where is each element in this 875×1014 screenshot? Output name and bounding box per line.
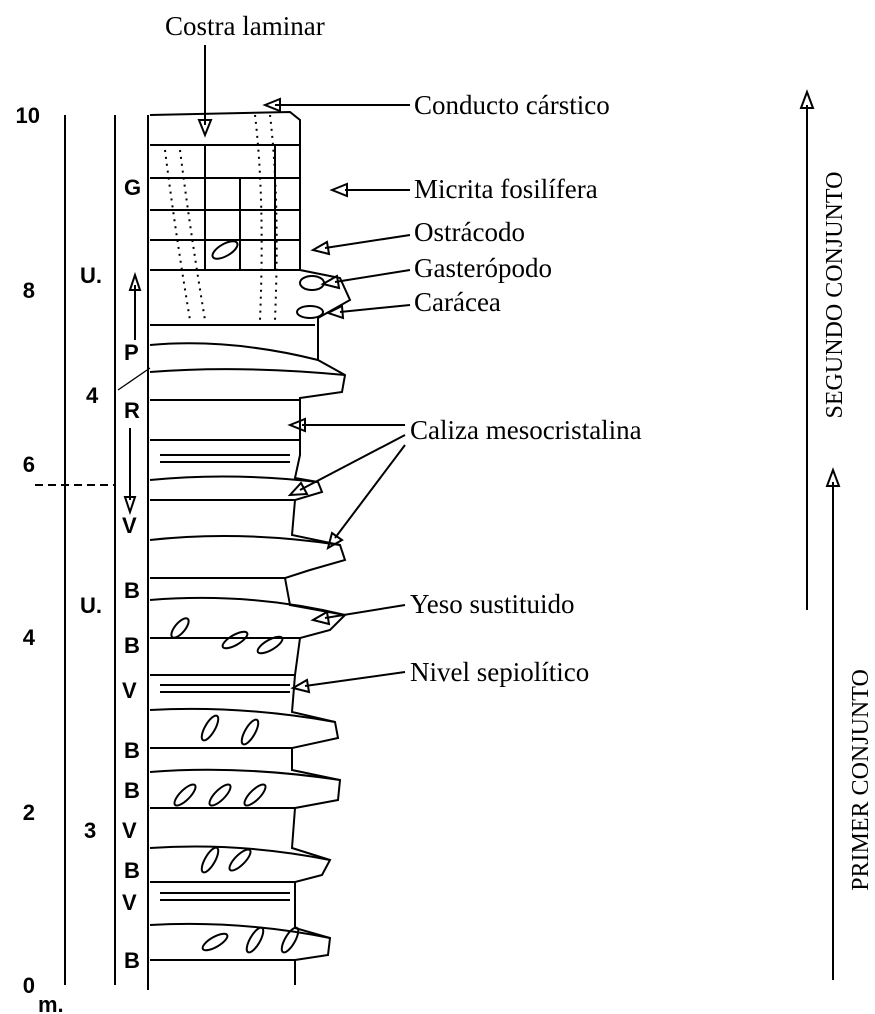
unit-label: 3 [84, 818, 96, 843]
facies-label: G [124, 175, 141, 200]
annotation: Yeso sustituido [410, 589, 575, 619]
beds [150, 145, 345, 960]
facies-label: B [124, 578, 140, 603]
scale-unit: m. [38, 992, 64, 1014]
facies-label: R [124, 398, 140, 423]
unit-label: U. [80, 593, 102, 618]
scale-tick: 6 [23, 452, 35, 477]
annotation: Conducto cárstico [414, 90, 610, 120]
facies-label: B [124, 948, 140, 973]
scale-tick: 8 [23, 278, 35, 303]
facies-labels: G P R V B B V B B V B V B [122, 175, 141, 973]
set-label: PRIMER CONJUNTO [848, 669, 874, 891]
scale-tick: 10 [16, 103, 40, 128]
scale-tick: 4 [23, 625, 36, 650]
annotation: Carácea [414, 287, 501, 317]
annotation: Costra laminar [165, 11, 325, 41]
annotation: Gasterópodo [414, 253, 552, 283]
facies-label: V [122, 818, 137, 843]
stratigraphic-column: 0 2 4 6 8 10 m. U. 4 U. 3 G P R V B B V … [0, 0, 875, 1014]
annotation: Nivel sepiolítico [410, 657, 589, 687]
annotation: Caliza mesocristalina [410, 415, 642, 445]
facies-label: B [124, 858, 140, 883]
facies-label: P [124, 340, 139, 365]
facies-label: B [124, 738, 140, 763]
connector [118, 368, 150, 390]
unit-label: 4 [86, 383, 99, 408]
facies-label: B [124, 778, 140, 803]
annotation: Ostrácodo [414, 217, 525, 247]
annotation: Micrita fosilífera [414, 174, 598, 204]
scale-tick: 2 [23, 800, 35, 825]
set-label: SEGUNDO CONJUNTO [822, 172, 848, 419]
facies-label: V [122, 513, 137, 538]
facies-label: V [122, 678, 137, 703]
facies-label: B [124, 633, 140, 658]
scale-tick: 0 [23, 973, 35, 998]
facies-label: V [122, 890, 137, 915]
unit-label: U. [80, 263, 102, 288]
